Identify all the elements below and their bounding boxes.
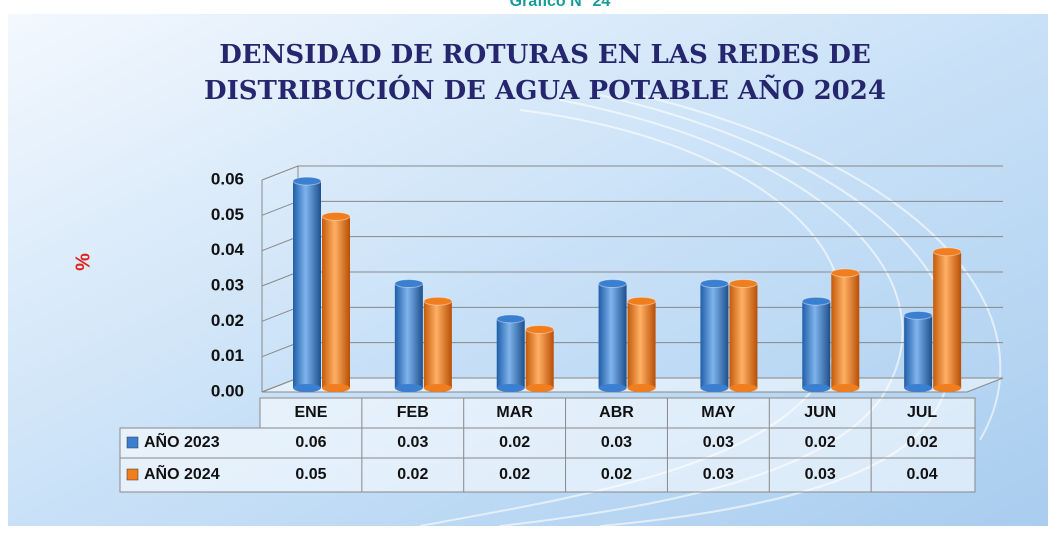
chart-title: DISTRIBUCIÓN DE AGUA POTABLE AÑO 2024 (204, 74, 886, 106)
bar (700, 284, 728, 388)
bar-cap (599, 280, 627, 288)
bar-group (395, 280, 423, 392)
legend-label: AÑO 2023 (144, 431, 220, 451)
bar-group (599, 280, 627, 392)
bar-cap (933, 248, 961, 256)
bar-base (802, 384, 830, 392)
bar (599, 284, 627, 388)
bar-group (802, 297, 830, 392)
y-tick-label: 0.00 (211, 381, 244, 400)
bar-cap (424, 297, 452, 305)
bar-group (904, 311, 932, 392)
data-label: 0.02 (805, 434, 836, 451)
bar (933, 252, 961, 388)
legend-marker (127, 437, 138, 448)
x-tick-label: FEB (397, 404, 429, 421)
y-tick-label: 0.04 (211, 240, 245, 259)
data-label: 0.02 (397, 466, 428, 483)
bar-group (526, 325, 554, 392)
x-tick-label: ABR (599, 404, 634, 421)
data-label: 0.02 (499, 434, 530, 451)
bar-group (322, 212, 350, 392)
bar-group (933, 248, 961, 392)
bar-group (497, 315, 525, 392)
x-tick-label: MAY (701, 404, 735, 421)
data-label: 0.02 (499, 466, 530, 483)
legend-label: AÑO 2024 (144, 463, 220, 483)
data-label: 0.06 (295, 434, 326, 451)
bar-base (424, 384, 452, 392)
bar-cap (628, 297, 656, 305)
data-label: 0.03 (805, 466, 836, 483)
data-label: 0.03 (601, 434, 632, 451)
bar-group (831, 269, 859, 392)
data-label: 0.02 (601, 466, 632, 483)
x-tick-label: JUN (804, 404, 836, 421)
bar (729, 284, 757, 388)
bar (293, 181, 321, 388)
caption: Gráfico N° 24 (510, 0, 611, 10)
bar-cap (395, 280, 423, 288)
y-tick-label: 0.02 (211, 311, 244, 330)
y-tick-label: 0.03 (211, 275, 244, 294)
bar-base (831, 384, 859, 392)
data-label: 0.03 (703, 466, 734, 483)
y-axis-label: % (72, 253, 94, 271)
bar (424, 301, 452, 388)
x-tick-label: MAR (496, 404, 533, 421)
bar-cap (802, 297, 830, 305)
bar (904, 315, 932, 388)
bar-base (904, 384, 932, 392)
bar-cap (526, 325, 554, 333)
data-label: 0.02 (907, 434, 938, 451)
bar-cap (293, 177, 321, 185)
x-tick-label: JUL (907, 404, 937, 421)
y-tick-label: 0.01 (211, 346, 244, 365)
bar-group (424, 297, 452, 392)
data-label: 0.03 (703, 434, 734, 451)
bar-base (700, 384, 728, 392)
bar-cap (904, 311, 932, 319)
data-label: 0.05 (295, 466, 326, 483)
y-tick-label: 0.05 (211, 205, 244, 224)
bar (802, 301, 830, 388)
data-label: 0.04 (907, 466, 938, 483)
bar-group (628, 297, 656, 392)
legend-marker (127, 469, 138, 480)
bar-cap (497, 315, 525, 323)
bar-base (933, 384, 961, 392)
bar (395, 284, 423, 388)
bar-group (729, 280, 757, 392)
bar (526, 329, 554, 388)
bar-base (628, 384, 656, 392)
bar-cap (831, 269, 859, 277)
bar-base (293, 384, 321, 392)
bar (831, 273, 859, 388)
bar (497, 319, 525, 388)
bar (322, 216, 350, 388)
bar-cap (322, 212, 350, 220)
bar-base (599, 384, 627, 392)
bar-group (293, 177, 321, 392)
y-tick-label: 0.06 (211, 169, 244, 188)
data-label: 0.03 (397, 434, 428, 451)
bar-base (497, 384, 525, 392)
chart-title: DENSIDAD DE ROTURAS EN LAS REDES DE (219, 40, 871, 70)
bar-group (700, 280, 728, 392)
x-tick-label: ENE (294, 404, 327, 421)
chart: Gráfico N° 24 DENSIDAD DE ROTURAS EN LAS… (0, 0, 1055, 530)
bar-cap (700, 280, 728, 288)
bar-base (526, 384, 554, 392)
bar-base (729, 384, 757, 392)
bar-base (322, 384, 350, 392)
bar-cap (729, 280, 757, 288)
bar-base (395, 384, 423, 392)
bar (628, 301, 656, 388)
